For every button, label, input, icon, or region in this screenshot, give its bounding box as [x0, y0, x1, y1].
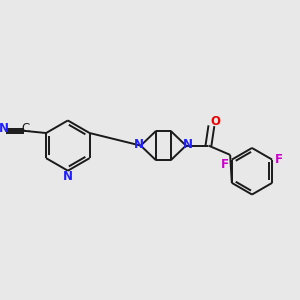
Text: F: F [221, 158, 230, 171]
Text: N: N [182, 138, 193, 151]
Text: F: F [274, 152, 283, 166]
Text: O: O [211, 115, 221, 128]
Text: N: N [0, 122, 9, 135]
Text: C: C [21, 122, 29, 135]
Text: N: N [63, 169, 73, 182]
Text: N: N [134, 138, 144, 151]
